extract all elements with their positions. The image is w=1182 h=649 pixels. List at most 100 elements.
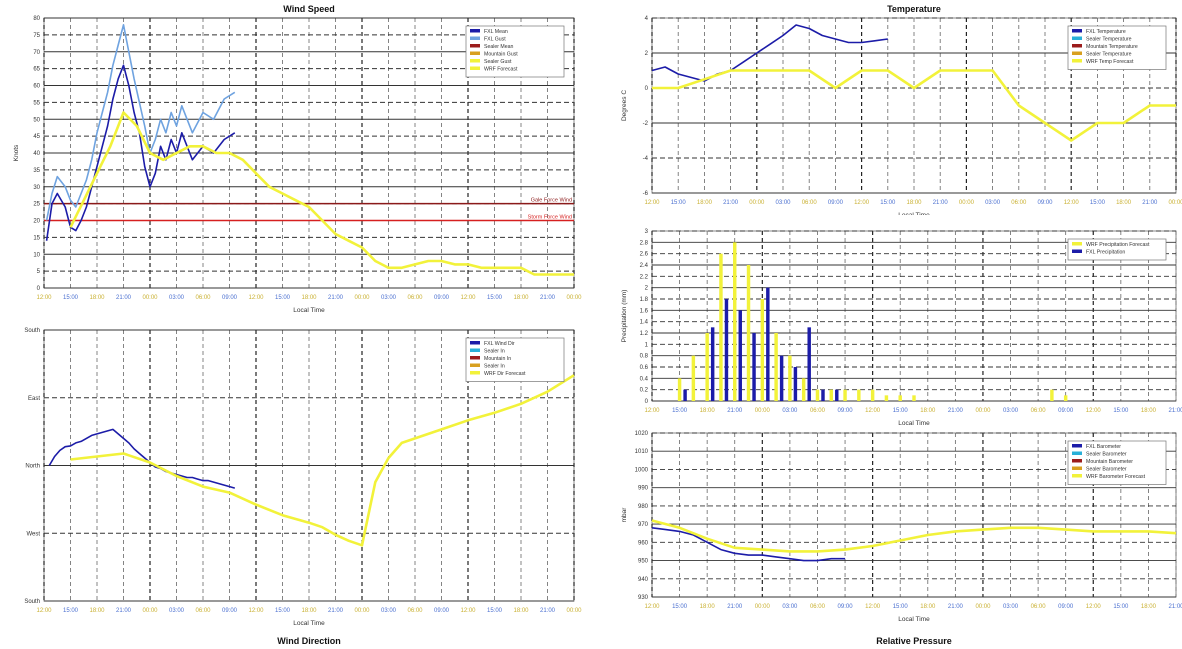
bar	[677, 378, 682, 401]
x-tick-label: 18:00	[513, 295, 529, 301]
legend-box	[465, 337, 565, 382]
threshold-label: Storm Force Wind	[528, 215, 572, 221]
bar	[719, 253, 723, 401]
legend-swatch	[470, 51, 480, 55]
series-line	[69, 111, 574, 276]
x-tick-label: 21:00	[723, 200, 739, 206]
x-tick-label: 09:00	[222, 608, 238, 614]
bar	[774, 333, 778, 401]
x-tick-label: 06:00	[810, 408, 826, 414]
x-tick-label: 00:00	[755, 604, 771, 610]
wind-speed-chart: 12:00 15:00 18:00 21:00 00:00 03:00 06:00 09:00…	[13, 4, 582, 314]
bar	[815, 389, 820, 401]
chart-title: Relative Pressure	[876, 636, 952, 646]
legend-label: Sealer Mean	[484, 44, 514, 50]
legend-label: FXL Barometer	[1086, 444, 1121, 450]
x-tick-label: 15:00	[893, 408, 909, 414]
y-tick-label: 45	[33, 134, 40, 140]
precipitation-panel: 12:00 15:00 18:00 21:00 00:00 03:00 06:00 09:00…	[596, 215, 1182, 427]
x-tick-label: 09:00	[434, 295, 450, 301]
y-axis-label: Precipitation (mm)	[621, 290, 628, 343]
legend-swatch	[1072, 51, 1082, 55]
bar	[752, 333, 756, 401]
series-line	[651, 527, 846, 562]
x-tick-label: 18:00	[906, 200, 922, 206]
x-tick-label: 00:00	[566, 295, 582, 301]
x-tick-label: 21:00	[1168, 604, 1182, 610]
bar	[884, 395, 889, 401]
y-tick-label: 0	[645, 399, 649, 405]
series-line	[652, 69, 1176, 142]
bar	[710, 327, 715, 401]
legend-box	[465, 25, 565, 78]
y-tick-label: 980	[638, 504, 649, 510]
x-tick-label: 18:00	[920, 408, 936, 414]
chart-title: Wind Speed	[283, 4, 334, 14]
bar	[857, 389, 861, 401]
y-tick-label: 960	[638, 540, 649, 546]
legend-swatch	[1072, 44, 1082, 48]
x-axis-label: Local Time	[898, 212, 930, 215]
x-tick-label: 18:00	[700, 604, 716, 610]
x-tick-label: 15:00	[275, 608, 291, 614]
y-tick-label: 950	[638, 559, 649, 565]
series-line	[45, 24, 236, 221]
x-tick-label: 03:00	[782, 604, 798, 610]
bar	[766, 287, 770, 401]
x-tick-label: 00:00	[749, 200, 765, 206]
x-tick-label: 03:00	[782, 408, 798, 414]
x-tick-label: 03:00	[1003, 604, 1019, 610]
x-tick-label: 12:00	[1086, 408, 1102, 414]
bar	[912, 395, 916, 401]
legend-label: Mountain Gust	[484, 52, 518, 58]
temperature-panel: 12:00 15:00 18:00 21:00 00:00 03:00 06:00 09:00…	[596, 0, 1182, 215]
y-tick-label: 0.8	[640, 354, 649, 360]
y-tick-label: -2	[643, 121, 649, 127]
x-tick-label: 00:00	[142, 608, 158, 614]
legend-swatch	[1072, 249, 1082, 253]
bar	[821, 389, 825, 401]
legend-label: WRF Precipitation Forecast	[1086, 242, 1150, 248]
x-tick-label: 15:00	[63, 608, 79, 614]
y-tick-label: 970	[638, 522, 649, 528]
x-tick-label: 03:00	[1003, 408, 1019, 414]
x-tick-label: 00:00	[354, 608, 370, 614]
bar	[779, 355, 784, 401]
legend-swatch	[1072, 29, 1082, 33]
x-tick-label: 06:00	[1011, 200, 1027, 206]
x-tick-label: 03:00	[381, 295, 397, 301]
y-tick-label: 30	[33, 185, 40, 191]
x-tick-label: 00:00	[975, 408, 991, 414]
x-tick-label: 03:00	[381, 608, 397, 614]
y-tick-label: North	[25, 464, 40, 470]
x-tick-label: 12:00	[644, 200, 660, 206]
legend-label: Sealer Barometer	[1086, 467, 1127, 473]
legend-label: WRF Forecast	[484, 67, 518, 73]
y-tick-label: 0	[645, 86, 649, 92]
x-tick-label: 09:00	[222, 295, 238, 301]
legend-label: WRF Barometer Forecast	[1086, 474, 1146, 480]
series-line	[48, 428, 236, 489]
bar	[760, 299, 765, 401]
legend-label: Sealer Gust	[484, 59, 512, 65]
x-tick-label: 21:00	[328, 608, 344, 614]
y-tick-label: 940	[638, 577, 649, 583]
x-tick-label: 00:00	[1168, 200, 1182, 206]
legend-swatch	[470, 59, 480, 63]
x-tick-label: 00:00	[354, 295, 370, 301]
x-tick-label: 06:00	[1031, 604, 1047, 610]
series-line	[651, 24, 888, 82]
bar	[746, 265, 751, 401]
y-tick-label: 1010	[635, 449, 649, 455]
legend-swatch	[470, 44, 480, 48]
x-tick-label: 12:00	[460, 295, 476, 301]
bar	[793, 367, 798, 401]
bar	[807, 327, 811, 401]
threshold-label: Gale Force Wind	[531, 198, 572, 204]
y-tick-label: 10	[33, 252, 40, 258]
x-tick-label: 12:00	[644, 408, 660, 414]
x-tick-label: 06:00	[1031, 408, 1047, 414]
legend-label: Mountain In	[484, 356, 511, 362]
y-tick-label: 50	[33, 117, 40, 123]
x-tick-label: 18:00	[89, 295, 105, 301]
